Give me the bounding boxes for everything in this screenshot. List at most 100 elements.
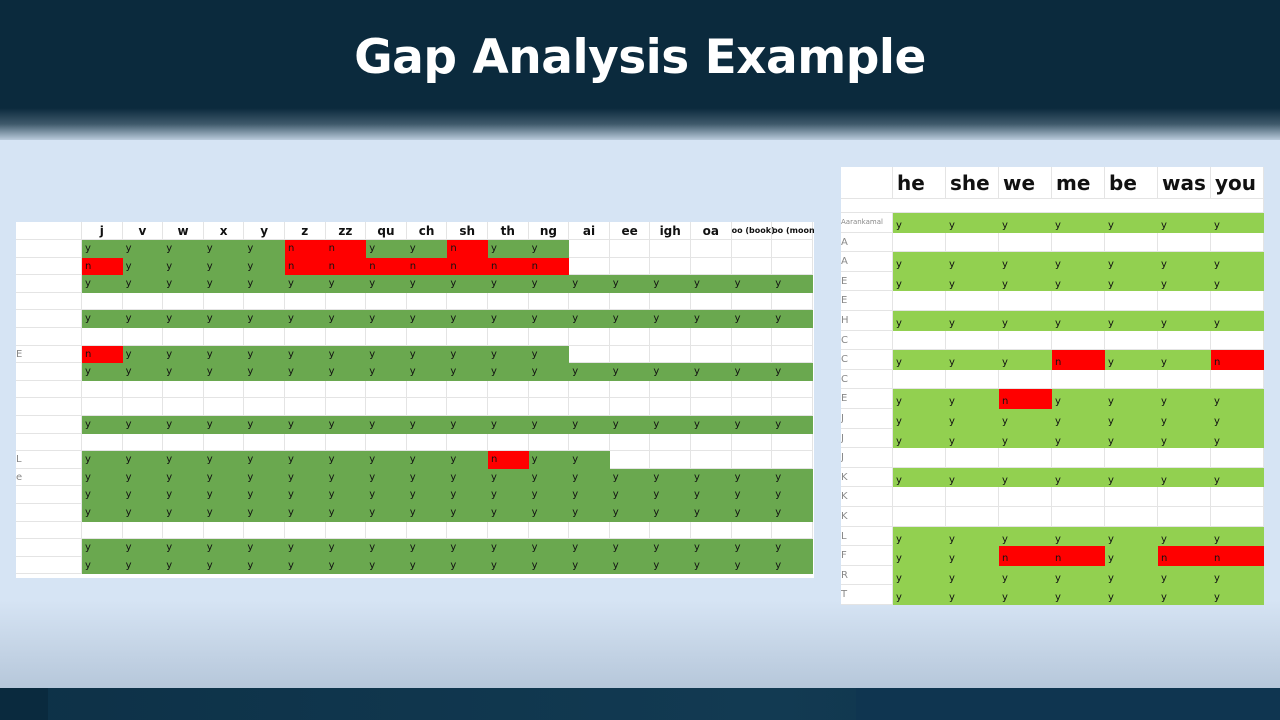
table-cell: y [528, 504, 570, 522]
table-cell: y [946, 467, 999, 488]
table-cell: y [325, 486, 367, 504]
table-cell: y [366, 504, 407, 522]
row-name: J [841, 448, 893, 468]
table-cell: y [609, 468, 651, 487]
table-cell: y [366, 451, 407, 469]
table-cell: y [946, 428, 999, 449]
table-cell: y [650, 486, 691, 504]
row-name [16, 310, 82, 328]
empty-cell [488, 398, 529, 416]
empty-cell [569, 521, 610, 540]
empty-cell [946, 291, 999, 311]
table-cell: n [285, 257, 326, 276]
table-cell: y [772, 310, 813, 328]
empty-cell [893, 369, 946, 390]
table-cell: y [325, 363, 367, 381]
table-cell: y [772, 363, 813, 381]
table-cell: y [893, 311, 946, 331]
table-cell: y [325, 275, 367, 293]
column-header: he [893, 167, 946, 199]
empty-cell [366, 521, 407, 540]
table-cell: y [1105, 389, 1158, 409]
table-cell: y [999, 350, 1052, 370]
empty-cell [650, 433, 691, 452]
table-cell: y [203, 240, 245, 258]
empty-cell [203, 398, 245, 416]
table-cell: y [406, 539, 448, 557]
column-header: was [1158, 167, 1211, 199]
empty-cell [163, 398, 204, 416]
table-cell: y [569, 468, 610, 487]
table-cell: y [772, 504, 813, 522]
table-cell: y [366, 416, 407, 434]
row-name [16, 257, 82, 276]
table-cell: y [528, 416, 570, 434]
empty-cell [366, 292, 407, 311]
footer-segment [856, 688, 1280, 720]
table-cell: y [946, 252, 999, 272]
table-cell: y [893, 252, 946, 272]
table-cell: y [488, 310, 529, 328]
table-cell: y [447, 539, 488, 557]
row-name [16, 556, 82, 575]
empty-cell [1052, 330, 1105, 351]
title-bar: Gap Analysis Example [0, 0, 1280, 140]
table-cell: y [285, 310, 326, 328]
empty-cell [893, 487, 946, 507]
empty-cell [731, 257, 773, 276]
table-cell: y [163, 345, 204, 364]
table-cell: y [999, 428, 1052, 449]
table-cell: y [203, 451, 245, 469]
table-cell: y [528, 275, 570, 293]
empty-cell [1052, 291, 1105, 311]
table-cell: y [1211, 271, 1264, 292]
table-cell: y [244, 363, 285, 381]
column-header: x [203, 222, 245, 240]
empty-cell [82, 292, 123, 311]
empty-cell [528, 328, 570, 346]
table-cell: y [650, 363, 691, 381]
empty-cell [609, 380, 651, 399]
empty-cell [1105, 448, 1158, 468]
table-cell: y [893, 213, 946, 233]
table-cell: y [82, 363, 123, 381]
table-cell: n [999, 546, 1052, 566]
table-cell: y [691, 363, 732, 381]
table-cell: y [1105, 428, 1158, 449]
table-cell: y [203, 539, 245, 557]
empty-cell [772, 451, 813, 469]
column-header: igh [650, 222, 691, 240]
empty-cell [528, 292, 570, 311]
table-cell: y [163, 240, 204, 258]
empty-cell [1105, 232, 1158, 253]
table-cell: y [1052, 409, 1105, 429]
empty-cell [650, 328, 691, 346]
empty-cell [609, 257, 651, 276]
table-cell: y [893, 467, 946, 488]
table-cell: y [528, 310, 570, 328]
empty-cell [1052, 369, 1105, 390]
empty-cell [203, 521, 245, 540]
table-cell: n [82, 345, 123, 364]
empty-cell [122, 398, 164, 416]
empty-cell [999, 330, 1052, 351]
column-header: oo (book) [731, 222, 775, 240]
table-cell: y [163, 486, 204, 504]
table-cell: y [1158, 565, 1211, 586]
table-cell: y [285, 539, 326, 557]
table-cell: y [1052, 311, 1105, 331]
table-cell: y [203, 363, 245, 381]
empty-cell [82, 380, 123, 399]
empty-cell [528, 521, 570, 540]
table-cell: y [488, 416, 529, 434]
spacer-row [841, 199, 1264, 213]
table-cell: n [447, 240, 488, 258]
empty-cell [893, 507, 946, 527]
row-name: H [841, 311, 893, 331]
table-cell: y [285, 275, 326, 293]
empty-cell [488, 292, 529, 311]
table-cell: n [325, 257, 367, 276]
column-header: qu [366, 222, 407, 240]
table-cell: y [163, 468, 204, 487]
table-cell: y [650, 556, 691, 575]
